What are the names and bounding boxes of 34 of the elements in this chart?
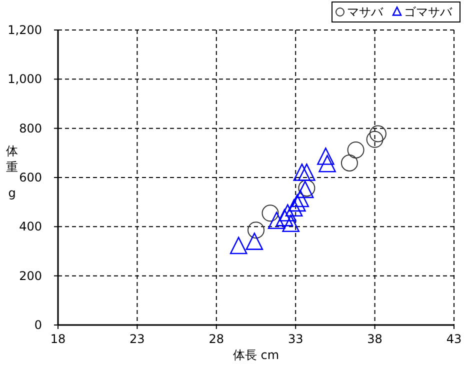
point — [366, 130, 384, 148]
y-axis-title: 体重 g — [6, 144, 18, 200]
y-tick-label: 600 — [19, 170, 42, 184]
x-axis-title: 体長 cm — [232, 348, 280, 362]
point — [279, 204, 296, 222]
x-tick-label: 43 — [446, 332, 462, 346]
y-tick-label: 1,000 — [8, 72, 42, 86]
legend-label: ゴマサバ — [404, 5, 453, 19]
point — [282, 214, 300, 232]
y-tick-label: 200 — [19, 268, 42, 283]
point — [369, 125, 386, 142]
x-tick-label: 38 — [367, 332, 382, 346]
point — [288, 194, 306, 212]
point — [318, 154, 336, 172]
point — [298, 164, 316, 181]
point — [230, 236, 248, 254]
point — [285, 199, 303, 217]
x-tick-label: 33 — [288, 332, 304, 346]
point — [268, 212, 286, 230]
y-tick-label: 1,200 — [8, 23, 42, 37]
point — [347, 141, 364, 158]
point — [292, 190, 309, 208]
y-tick-label: 800 — [19, 121, 42, 136]
point — [293, 164, 311, 181]
point — [276, 209, 294, 226]
point — [246, 232, 264, 250]
y-tick-label: 0 — [34, 318, 42, 332]
y-tick-label: 400 — [19, 220, 42, 234]
point — [317, 148, 334, 165]
x-tick-label: 28 — [208, 332, 224, 346]
point — [340, 154, 358, 172]
x-tick-label: 23 — [130, 332, 145, 346]
x-tick-label: 18 — [50, 332, 66, 346]
legend-label: マサバ — [347, 5, 384, 19]
